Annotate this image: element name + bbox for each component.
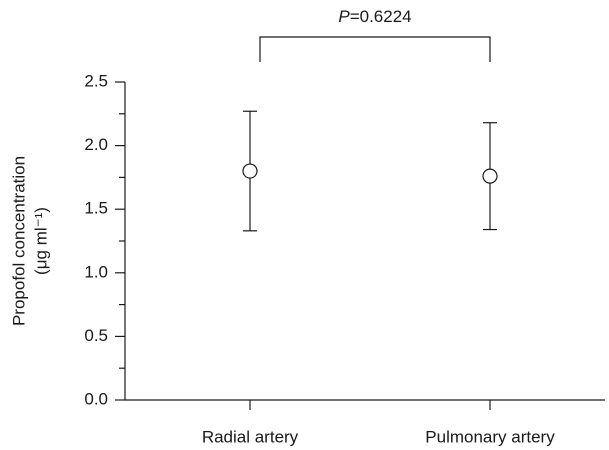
y-tick-label: 0.5 <box>84 326 108 345</box>
p-symbol: P <box>338 7 350 26</box>
significance-bracket <box>259 36 491 62</box>
y-tick-label: 2.0 <box>84 135 108 154</box>
y-tick-label: 0.0 <box>84 389 108 408</box>
y-tick-label: 1.5 <box>84 199 108 218</box>
x-tick-label: Pulmonary artery <box>425 427 555 446</box>
y-axis-label-line: (μg ml⁻¹) <box>31 207 50 275</box>
x-tick-label: Radial artery <box>202 427 299 446</box>
p-value: =0.6224 <box>350 7 412 26</box>
y-tick-label: 1.0 <box>84 262 108 281</box>
p-value-annotation: P=0.6224 <box>338 7 411 26</box>
mean-marker <box>482 168 498 184</box>
y-tick-label: 2.5 <box>84 71 108 90</box>
y-axis-label: Propofol concentration (μg ml⁻¹) <box>9 156 50 326</box>
y-axis-label-line: Propofol concentration <box>9 156 28 326</box>
mean-marker <box>242 163 258 179</box>
